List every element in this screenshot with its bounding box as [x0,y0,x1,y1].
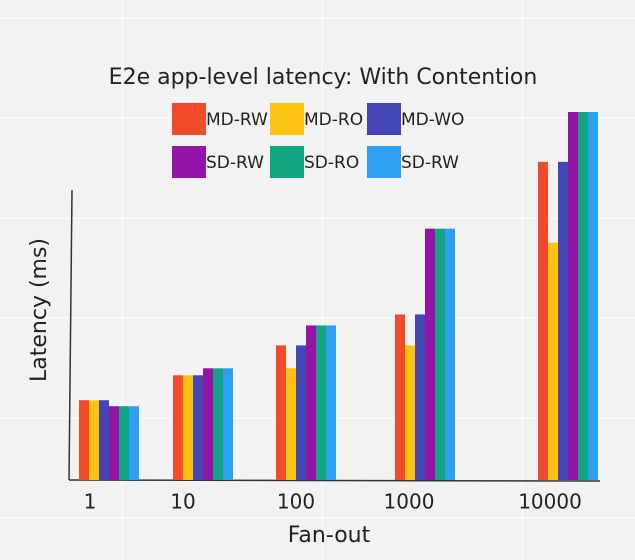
bar [588,111,598,480]
bar [79,400,89,480]
bar [119,406,129,480]
bar [578,111,588,480]
legend-swatch [270,103,304,135]
bar [183,375,193,480]
x-tick-label: 10000 [518,490,582,514]
bar [405,345,415,480]
x-tick-label: 10 [170,490,195,514]
legend-label: SD-RW [401,153,459,173]
legend-swatch [172,103,206,135]
bar [109,406,119,480]
bar [129,406,139,480]
bar [415,314,425,480]
bar [193,375,203,480]
x-tick-label: 1000 [384,490,435,514]
bar [276,345,286,480]
x-axis-line [68,479,601,482]
legend-label: SD-RW [206,153,264,173]
bar [538,161,548,480]
bar [306,325,316,480]
legend-label: MD-WO [401,110,464,130]
bar [395,314,405,480]
y-axis-label: Latency (ms) [27,238,52,382]
legend-swatch [172,146,206,178]
bar [296,345,306,480]
bar [558,161,568,480]
x-tick-label: 100 [277,490,315,514]
bar [286,368,296,480]
legend-swatch [270,146,304,178]
bar [173,375,183,480]
legend-label: MD-RO [304,110,363,130]
y-axis-line [68,189,73,481]
bar [326,325,336,480]
legend-swatch [367,103,401,135]
chart-title: E2e app-level latency: With Contention [109,65,538,90]
bar [223,368,233,480]
bar [548,242,558,480]
legend-label: SD-RO [304,153,359,173]
bar [213,368,223,480]
bar [425,228,435,480]
bar [445,228,455,480]
legend-label: MD-RW [206,110,268,130]
bar [568,111,578,480]
legend-swatch [367,146,401,178]
bar [435,228,445,480]
bar [203,368,213,480]
x-axis-label: Fan-out [288,523,371,548]
bar [316,325,326,480]
bar [89,400,99,480]
bar [99,400,109,480]
x-tick-label: 1 [84,490,97,514]
